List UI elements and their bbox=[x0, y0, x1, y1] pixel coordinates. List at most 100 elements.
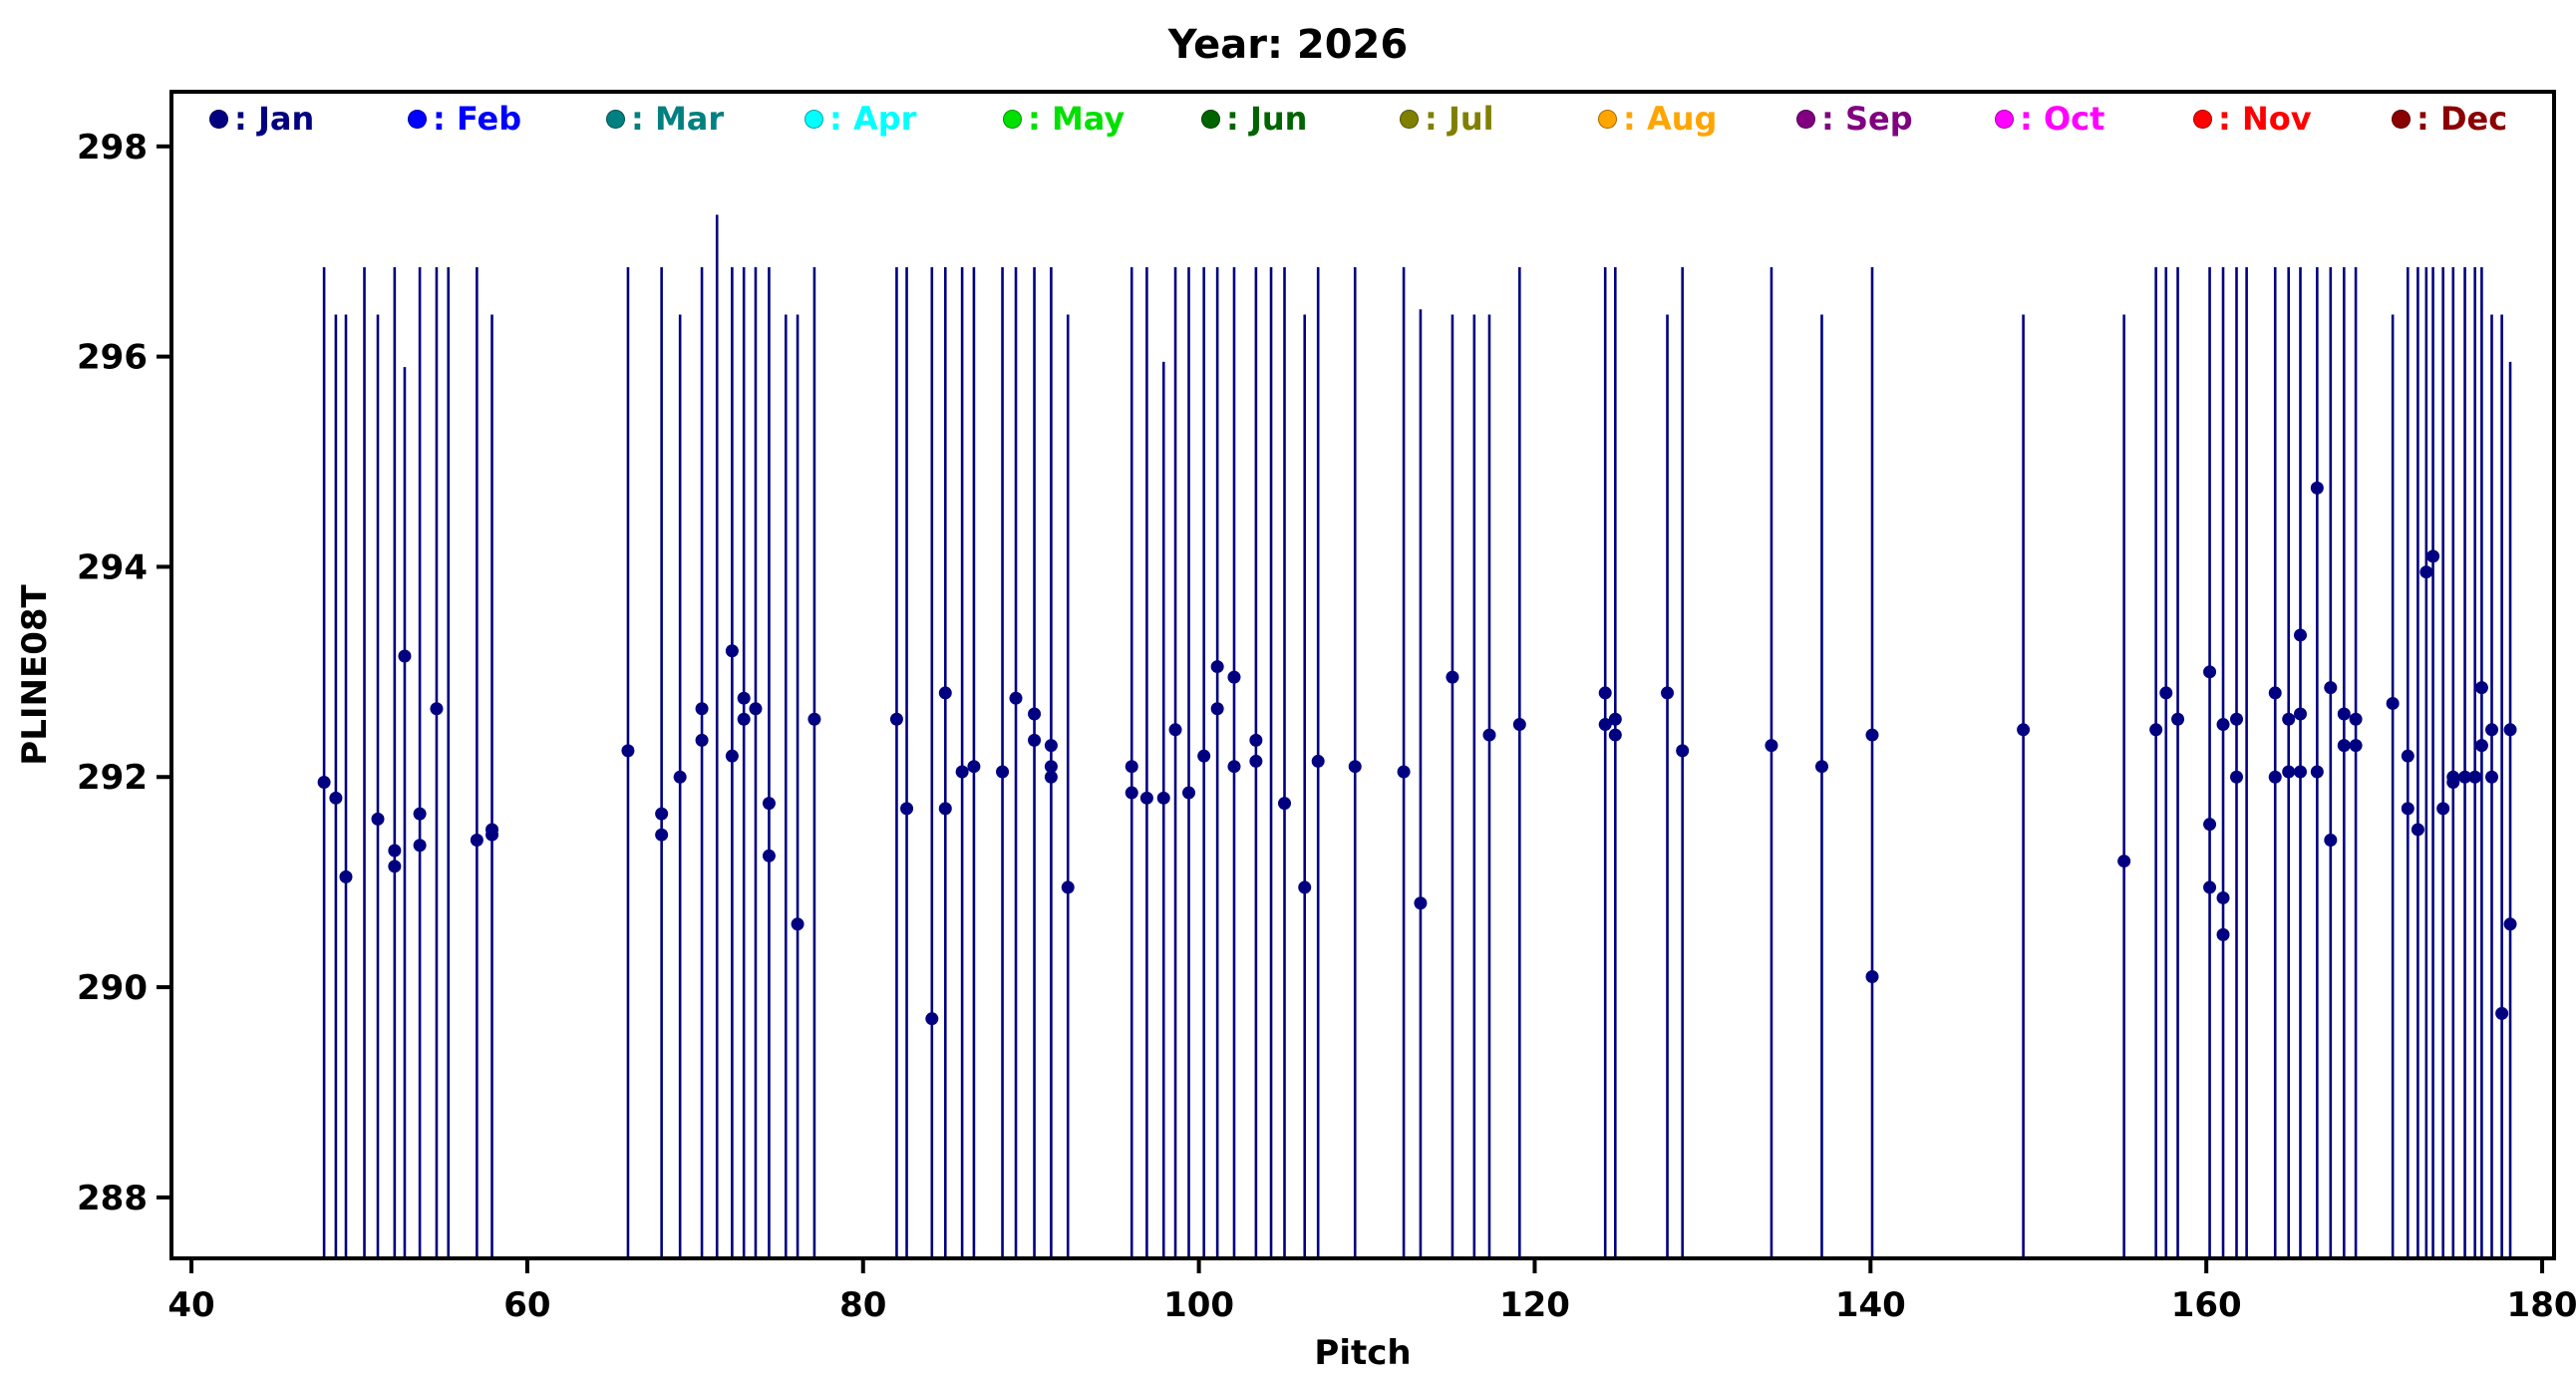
data-point bbox=[2485, 770, 2499, 784]
data-point bbox=[2216, 718, 2230, 732]
data-point bbox=[485, 823, 499, 837]
data-point bbox=[737, 712, 751, 726]
x-axis-label: Pitch bbox=[1314, 1333, 1411, 1373]
data-point bbox=[1156, 791, 1170, 805]
data-point bbox=[413, 839, 427, 853]
data-point bbox=[2282, 712, 2296, 726]
data-point bbox=[1044, 739, 1058, 753]
legend-marker-icon bbox=[1400, 109, 1419, 129]
data-point bbox=[1865, 970, 1879, 984]
y-tick-label: 298 bbox=[77, 128, 148, 168]
data-point bbox=[1182, 786, 1196, 800]
data-point bbox=[2294, 707, 2308, 721]
data-point bbox=[967, 760, 981, 774]
data-point bbox=[621, 744, 635, 758]
data-point bbox=[413, 807, 427, 821]
x-tick-label: 80 bbox=[839, 1285, 886, 1325]
data-point bbox=[925, 1012, 939, 1026]
legend-label: : Nov bbox=[2218, 100, 2312, 138]
legend-marker-icon bbox=[805, 109, 823, 129]
legend-marker-icon bbox=[1003, 109, 1022, 129]
data-point bbox=[2401, 749, 2415, 763]
data-point bbox=[2446, 776, 2460, 790]
legend-item-oct: : Oct bbox=[1995, 100, 2193, 138]
x-tick-label: 160 bbox=[2171, 1285, 2242, 1325]
data-point bbox=[673, 770, 687, 784]
data-point bbox=[1598, 718, 1612, 732]
y-tick-label: 288 bbox=[77, 1179, 148, 1218]
data-point bbox=[2230, 712, 2244, 726]
data-point bbox=[1608, 728, 1622, 742]
x-tick-label: 120 bbox=[1499, 1285, 1570, 1325]
data-point bbox=[996, 765, 1010, 779]
data-point bbox=[2411, 823, 2424, 837]
x-tick-label: 180 bbox=[2507, 1285, 2576, 1325]
data-point bbox=[2268, 686, 2282, 700]
legend-item-apr: : Apr bbox=[805, 100, 1003, 138]
data-point bbox=[1765, 739, 1778, 753]
data-point bbox=[762, 797, 776, 811]
y-tick-label: 292 bbox=[77, 758, 148, 798]
data-point bbox=[2216, 927, 2230, 941]
data-point bbox=[2468, 770, 2482, 784]
data-point bbox=[1227, 670, 1241, 684]
data-point bbox=[2503, 917, 2517, 931]
data-point bbox=[1125, 760, 1138, 774]
data-point bbox=[1044, 760, 1058, 774]
x-tick-label: 140 bbox=[1835, 1285, 1906, 1325]
legend: : Jan: Feb: Mar: Apr: May: Jun: Jul: Aug… bbox=[171, 100, 2556, 138]
y-axis-label: PLINE08T bbox=[15, 583, 55, 765]
data-point bbox=[1009, 691, 1023, 705]
data-point bbox=[2474, 681, 2488, 695]
data-point bbox=[317, 776, 331, 790]
data-point bbox=[1865, 728, 1879, 742]
data-point bbox=[2485, 723, 2499, 737]
data-point bbox=[1028, 707, 1042, 721]
data-point bbox=[725, 644, 739, 658]
data-point bbox=[900, 802, 914, 816]
legend-label: : May bbox=[1028, 100, 1126, 138]
data-point bbox=[749, 702, 763, 716]
data-point bbox=[1044, 770, 1058, 784]
data-point bbox=[2203, 818, 2217, 832]
data-point bbox=[655, 828, 669, 842]
data-point bbox=[2426, 549, 2440, 563]
data-point bbox=[2294, 628, 2308, 642]
data-point bbox=[1249, 754, 1263, 768]
data-point bbox=[1210, 660, 1224, 674]
data-point bbox=[737, 691, 751, 705]
data-point bbox=[2230, 770, 2244, 784]
data-point bbox=[1661, 686, 1675, 700]
data-point bbox=[1348, 760, 1362, 774]
data-point bbox=[791, 917, 805, 931]
data-point bbox=[2310, 481, 2324, 495]
data-point bbox=[2401, 802, 2415, 816]
data-point bbox=[938, 802, 952, 816]
legend-item-jun: : Jun bbox=[1201, 100, 1400, 138]
data-point bbox=[329, 791, 343, 805]
y-tick-label: 296 bbox=[77, 338, 148, 378]
data-point bbox=[2436, 802, 2450, 816]
data-point bbox=[695, 702, 709, 716]
legend-label: : Feb bbox=[433, 100, 522, 138]
data-point bbox=[388, 860, 402, 873]
legend-label: : Dec bbox=[2416, 100, 2508, 138]
x-tick-label: 60 bbox=[503, 1285, 550, 1325]
legend-item-may: : May bbox=[1003, 100, 1201, 138]
data-point bbox=[1227, 760, 1241, 774]
data-point bbox=[2495, 1006, 2509, 1020]
data-point bbox=[1482, 728, 1496, 742]
data-point bbox=[2117, 855, 2131, 868]
data-point bbox=[2216, 890, 2230, 904]
legend-marker-icon bbox=[606, 109, 625, 129]
plot-border bbox=[169, 90, 2556, 1260]
legend-item-feb: : Feb bbox=[408, 100, 606, 138]
data-point bbox=[1608, 712, 1622, 726]
legend-label: : Jun bbox=[1226, 100, 1308, 138]
data-point bbox=[2349, 712, 2363, 726]
x-tick-label: 40 bbox=[167, 1285, 214, 1325]
legend-label: : Jan bbox=[234, 100, 315, 138]
data-point bbox=[2337, 739, 2351, 753]
legend-marker-icon bbox=[408, 109, 427, 129]
